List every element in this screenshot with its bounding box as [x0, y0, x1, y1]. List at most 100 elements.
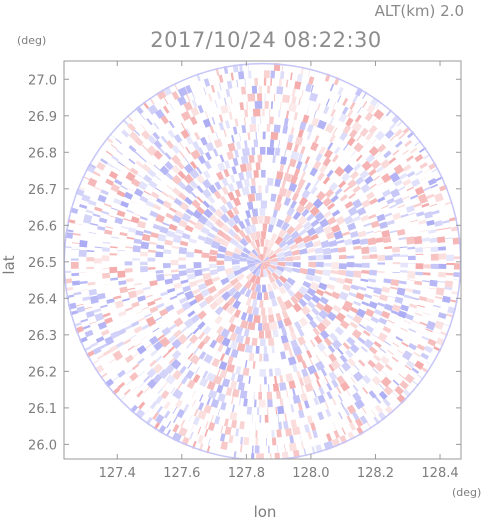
field-cell: [238, 397, 242, 406]
field-cell: [341, 427, 346, 435]
field-cell: [150, 191, 160, 200]
field-cell: [306, 213, 315, 222]
field-cell: [425, 320, 436, 331]
field-cell: [221, 378, 231, 388]
field-cell: [221, 302, 231, 311]
field-cell: [329, 134, 336, 143]
field-cell: [203, 353, 214, 364]
field-cell: [288, 397, 291, 405]
field-cell: [149, 335, 159, 346]
x-tick-label: 127.8: [228, 466, 265, 481]
field-cell: [95, 336, 105, 343]
field-cell: [349, 343, 360, 354]
field-cell: [88, 288, 98, 296]
field-cell: [64, 246, 72, 248]
field-cell: [221, 186, 229, 195]
field-cell: [240, 311, 248, 321]
field-cell: [197, 214, 209, 225]
field-cell: [270, 101, 274, 109]
field-cell: [239, 319, 249, 329]
field-cell: [267, 266, 276, 274]
field-cell: [147, 257, 156, 262]
field-cell: [220, 238, 230, 247]
field-cell: [156, 244, 165, 250]
field-cell: [137, 317, 146, 323]
field-cell: [178, 246, 188, 255]
field-cell: [398, 132, 406, 140]
field-cell: [385, 363, 393, 371]
field-cell: [224, 282, 233, 291]
field-cell: [111, 236, 119, 239]
x-tick-label: 128.4: [421, 466, 458, 481]
field-cell: [342, 124, 352, 135]
field-cell: [195, 82, 199, 90]
field-cell: [348, 192, 356, 200]
field-cell: [230, 96, 233, 104]
field-cell: [186, 341, 193, 349]
field-cell: [172, 369, 183, 381]
field-cell: [277, 405, 285, 415]
field-cell: [227, 355, 234, 365]
field-cell: [414, 360, 425, 370]
y-tick-label: 26.1: [28, 402, 57, 417]
field-cell: [444, 286, 453, 291]
field-cell: [339, 319, 350, 330]
field-cell: [242, 367, 250, 376]
field-cell: [446, 254, 455, 261]
field-cell: [304, 240, 314, 249]
field-cell: [308, 68, 311, 76]
field-cell: [221, 337, 231, 347]
field-cell: [392, 379, 400, 386]
field-cell: [313, 397, 320, 406]
field-cell: [423, 264, 432, 269]
field-cell: [145, 316, 157, 327]
field-cell: [315, 153, 323, 162]
field-cell: [235, 242, 245, 251]
field-cell: [159, 165, 170, 176]
field-cell: [416, 330, 424, 334]
field-cell: [243, 398, 248, 407]
field-cell: [397, 186, 406, 192]
field-cell: [308, 255, 317, 261]
field-cell: [293, 235, 304, 245]
field-cell: [214, 99, 218, 108]
field-cell: [197, 155, 206, 165]
field-cell: [232, 224, 241, 233]
field-cell: [224, 255, 233, 262]
field-cell: [158, 368, 169, 380]
field-cell: [267, 306, 274, 316]
field-cell: [149, 241, 157, 245]
field-cell: [275, 406, 278, 415]
field-cell: [279, 398, 284, 407]
field-cell: [113, 295, 122, 300]
field-cell: [247, 193, 256, 203]
field-cell: [96, 354, 105, 360]
field-cell: [97, 321, 108, 330]
field-cell: [349, 101, 356, 110]
field-cell: [152, 363, 163, 374]
field-cell: [236, 342, 246, 352]
field-cell: [391, 246, 401, 253]
field-cell: [143, 375, 151, 383]
field-cell: [340, 401, 346, 410]
field-cell: [102, 272, 111, 279]
field-cell: [300, 305, 311, 316]
field-cell: [183, 318, 195, 329]
field-cell: [422, 272, 431, 276]
field-cell: [164, 160, 174, 171]
field-cell: [218, 74, 224, 83]
field-cell: [425, 328, 433, 333]
field-cell: [227, 191, 236, 201]
field-cell: [274, 201, 282, 211]
field-cell: [301, 208, 310, 218]
field-cell: [226, 218, 236, 228]
field-cell: [117, 381, 126, 390]
field-cell: [131, 363, 140, 371]
field-cell: [110, 330, 120, 339]
field-cell: [377, 181, 385, 187]
field-cell: [204, 151, 212, 161]
field-cell: [381, 310, 391, 319]
field-cell: [375, 237, 384, 243]
field-cell: [165, 374, 176, 385]
field-cell: [374, 404, 384, 414]
